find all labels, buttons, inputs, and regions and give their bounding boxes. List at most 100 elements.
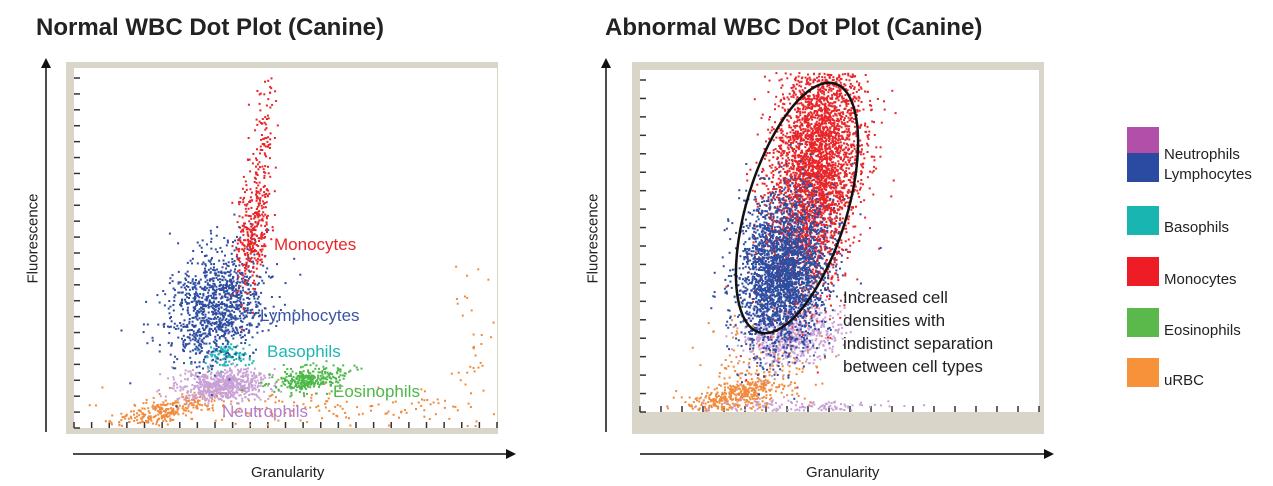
lymphocytes-point <box>222 315 224 317</box>
urbc-point <box>762 396 765 398</box>
lymphocytes-point <box>191 262 193 265</box>
monocytes-point <box>246 233 249 236</box>
monocytes-point <box>259 199 262 202</box>
urbc-point <box>354 387 357 390</box>
urbc-point <box>170 409 173 412</box>
lymphocytes-point <box>231 305 234 308</box>
monocytes-point <box>263 255 266 258</box>
monocytes-point <box>256 253 259 256</box>
basophils-point <box>196 349 199 352</box>
urbc-point <box>310 399 313 402</box>
monocytes-point <box>243 226 246 229</box>
urbc-point <box>174 412 177 415</box>
lymphocytes-point <box>208 342 211 345</box>
lymphocytes-point <box>183 319 186 322</box>
eosinophils-point <box>302 376 305 379</box>
urbc-point <box>266 423 269 426</box>
neutrophils-point <box>219 385 222 388</box>
monocytes-point <box>238 257 241 260</box>
lymphocytes-point <box>209 279 211 282</box>
urbc-point <box>149 417 152 420</box>
monocytes-point <box>816 173 819 176</box>
urbc-point <box>480 334 483 336</box>
monocytes-point <box>248 249 251 252</box>
monocytes-point <box>811 174 814 177</box>
monocytes-point <box>268 192 271 195</box>
monocytes-point <box>831 145 834 148</box>
monocytes-point <box>240 303 243 306</box>
eosinophils-point <box>303 395 306 398</box>
neutrophils-point <box>251 393 254 396</box>
urbc-point <box>758 357 761 359</box>
urbc-point <box>415 408 417 410</box>
urbc-point <box>432 401 435 404</box>
monocytes-point <box>237 239 240 242</box>
urbc-point <box>171 411 174 414</box>
urbc-point <box>466 296 469 299</box>
monocytes-point <box>269 143 272 146</box>
monocytes-point <box>804 128 807 131</box>
plot-area-normal <box>74 68 497 428</box>
monocytes-point <box>819 131 822 134</box>
urbc-point <box>327 397 330 400</box>
lymphocytes-point <box>230 306 233 309</box>
lymphocytes-point <box>223 332 226 335</box>
urbc-point <box>715 387 718 390</box>
neutrophils-point <box>241 385 244 388</box>
lymphocytes-point <box>224 337 227 340</box>
lymphocytes-point <box>232 280 235 283</box>
neutrophils-point <box>258 372 261 374</box>
lymphocytes-point <box>264 307 267 310</box>
neutrophils-point <box>759 380 762 383</box>
lymphocytes-point <box>217 310 220 312</box>
monocytes-point <box>799 112 802 114</box>
monocytes-point <box>808 204 811 207</box>
neutrophils-point <box>213 381 216 384</box>
urbc-point <box>183 398 186 401</box>
lymphocytes-point <box>188 318 191 320</box>
monocytes-point <box>250 191 253 194</box>
lymphocytes-point <box>198 334 201 337</box>
eosinophils-point <box>314 367 317 370</box>
lymphocytes-point <box>205 318 208 321</box>
urbc-point <box>304 406 307 409</box>
lymphocytes-point <box>218 323 221 326</box>
urbc-point <box>741 393 744 395</box>
urbc-point <box>315 406 318 409</box>
lymphocytes-point <box>264 313 267 316</box>
monocytes-point <box>255 187 258 190</box>
urbc-point <box>701 402 704 405</box>
basophils-point <box>238 358 241 361</box>
monocytes-point <box>820 146 823 149</box>
urbc-point <box>760 351 763 354</box>
lymphocytes-point <box>234 352 237 355</box>
urbc-point <box>290 414 293 417</box>
urbc-point <box>140 421 143 424</box>
neutrophils-point <box>227 374 230 377</box>
urbc-point <box>743 394 746 397</box>
neutrophils-point <box>231 389 234 391</box>
lymphocytes-point <box>222 289 225 292</box>
monocytes-point <box>828 176 831 179</box>
monocytes-point <box>249 252 252 255</box>
monocytes-point <box>847 179 850 181</box>
urbc-point <box>773 378 776 381</box>
monocytes-point <box>241 248 244 251</box>
urbc-point <box>211 407 214 409</box>
lymphocytes-point <box>219 350 222 352</box>
basophils-point <box>232 345 235 348</box>
urbc-point <box>142 402 145 405</box>
urbc-point <box>197 399 199 402</box>
urbc-point <box>729 396 732 399</box>
monocytes-point <box>850 164 853 167</box>
neutrophils-point <box>730 348 733 351</box>
lymphocytes-point <box>223 333 226 336</box>
lymphocytes-point <box>213 272 216 275</box>
monocytes-point <box>859 188 861 191</box>
lymphocytes-point <box>242 289 245 292</box>
urbc-point <box>474 354 477 357</box>
urbc-point <box>729 384 732 387</box>
lymphocytes-point <box>231 356 234 359</box>
neutrophils-point <box>203 387 206 390</box>
neutrophils-point <box>244 387 247 390</box>
